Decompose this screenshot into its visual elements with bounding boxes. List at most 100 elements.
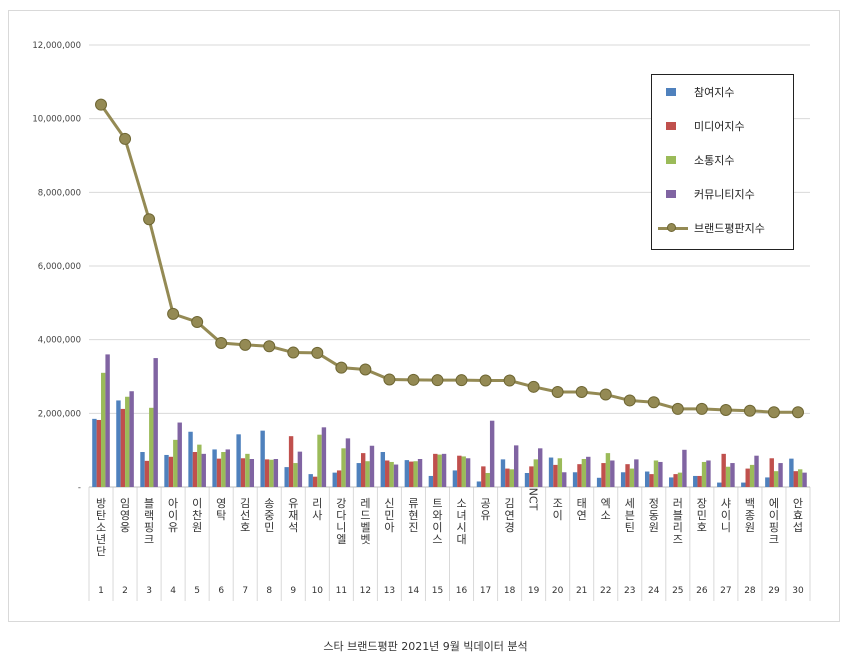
bar bbox=[393, 464, 399, 487]
bar bbox=[341, 448, 346, 487]
bar bbox=[201, 453, 206, 487]
bar bbox=[749, 464, 755, 487]
brand-index-point bbox=[263, 340, 276, 353]
brand-index-point bbox=[695, 402, 708, 415]
bar bbox=[188, 431, 193, 487]
y-tick-label: 8,000,000 bbox=[38, 188, 81, 198]
y-tick-label: 6,000,000 bbox=[38, 262, 81, 272]
rank-label: 8 bbox=[266, 586, 272, 596]
bar bbox=[461, 456, 466, 487]
rank-label: 16 bbox=[456, 586, 468, 596]
bar bbox=[533, 459, 539, 487]
bar bbox=[264, 459, 270, 487]
rank-label: 18 bbox=[504, 586, 516, 596]
bar bbox=[789, 458, 794, 487]
bar bbox=[332, 472, 337, 487]
rank-label: 3 bbox=[146, 586, 152, 596]
legend-item: 참여지수 bbox=[652, 82, 793, 102]
bar bbox=[433, 453, 438, 487]
legend-swatch bbox=[666, 88, 676, 96]
bar bbox=[601, 463, 606, 487]
bar bbox=[457, 455, 462, 487]
brand-index-point bbox=[455, 374, 468, 387]
bar bbox=[260, 430, 265, 487]
brand-index-point bbox=[335, 361, 348, 374]
bar bbox=[365, 461, 370, 487]
bar bbox=[409, 461, 414, 487]
legend-dot-swatch bbox=[667, 223, 676, 232]
rank-label: 13 bbox=[384, 586, 395, 596]
brand-index-point bbox=[407, 373, 420, 386]
bar bbox=[500, 459, 506, 487]
bar bbox=[485, 473, 490, 487]
legend-label: 브랜드평판지수 bbox=[694, 222, 765, 235]
bar bbox=[249, 459, 255, 487]
bar bbox=[116, 400, 121, 487]
rank-label: 12 bbox=[360, 586, 371, 596]
bar bbox=[524, 473, 530, 487]
bar bbox=[706, 460, 711, 487]
rank-label: 20 bbox=[552, 586, 564, 596]
bar bbox=[441, 453, 447, 487]
bar bbox=[754, 455, 759, 487]
bar bbox=[581, 459, 587, 487]
bar bbox=[778, 463, 783, 487]
rank-label: 26 bbox=[696, 586, 708, 596]
y-tick-label: 12,000,000 bbox=[32, 41, 81, 51]
bar bbox=[149, 407, 154, 487]
brand-index-point bbox=[671, 402, 684, 415]
rank-label: 5 bbox=[194, 586, 200, 596]
bar bbox=[216, 458, 222, 487]
brand-index-point bbox=[311, 346, 324, 359]
bar bbox=[553, 464, 558, 487]
bar bbox=[153, 358, 158, 487]
y-tick-label: 10,000,000 bbox=[32, 115, 81, 125]
bar bbox=[586, 456, 591, 487]
bar bbox=[269, 459, 274, 487]
rank-label: 29 bbox=[768, 586, 780, 596]
brand-index-point bbox=[479, 374, 492, 387]
rank-label: 30 bbox=[792, 586, 804, 596]
bar bbox=[293, 463, 298, 487]
brand-index-point bbox=[239, 338, 252, 351]
bar bbox=[717, 482, 722, 487]
rank-label: 1 bbox=[98, 586, 104, 596]
chart-caption: 스타 브랜드평판 2021년 9월 빅데이터 분석 bbox=[323, 640, 528, 653]
bar bbox=[529, 466, 534, 487]
bar bbox=[673, 474, 678, 487]
legend-label: 미디어지수 bbox=[694, 120, 745, 133]
bar bbox=[428, 475, 434, 487]
bar bbox=[629, 468, 635, 487]
bar bbox=[284, 467, 289, 487]
rank-label: 28 bbox=[744, 586, 756, 596]
bar bbox=[336, 470, 342, 487]
bar bbox=[413, 461, 418, 487]
bar bbox=[649, 474, 654, 487]
bar bbox=[273, 459, 279, 487]
legend-label: 소통지수 bbox=[694, 154, 735, 167]
bar bbox=[802, 472, 807, 487]
bar bbox=[509, 469, 514, 487]
bar bbox=[730, 463, 735, 487]
rank-label: 11 bbox=[336, 586, 347, 596]
rank-label: 23 bbox=[624, 586, 635, 596]
rank-label: 22 bbox=[600, 586, 611, 596]
brand-index-point bbox=[575, 385, 588, 398]
brand-index-point bbox=[431, 374, 444, 387]
bar bbox=[538, 448, 543, 487]
bar bbox=[773, 471, 779, 487]
bar bbox=[596, 477, 602, 487]
bar bbox=[489, 420, 495, 487]
